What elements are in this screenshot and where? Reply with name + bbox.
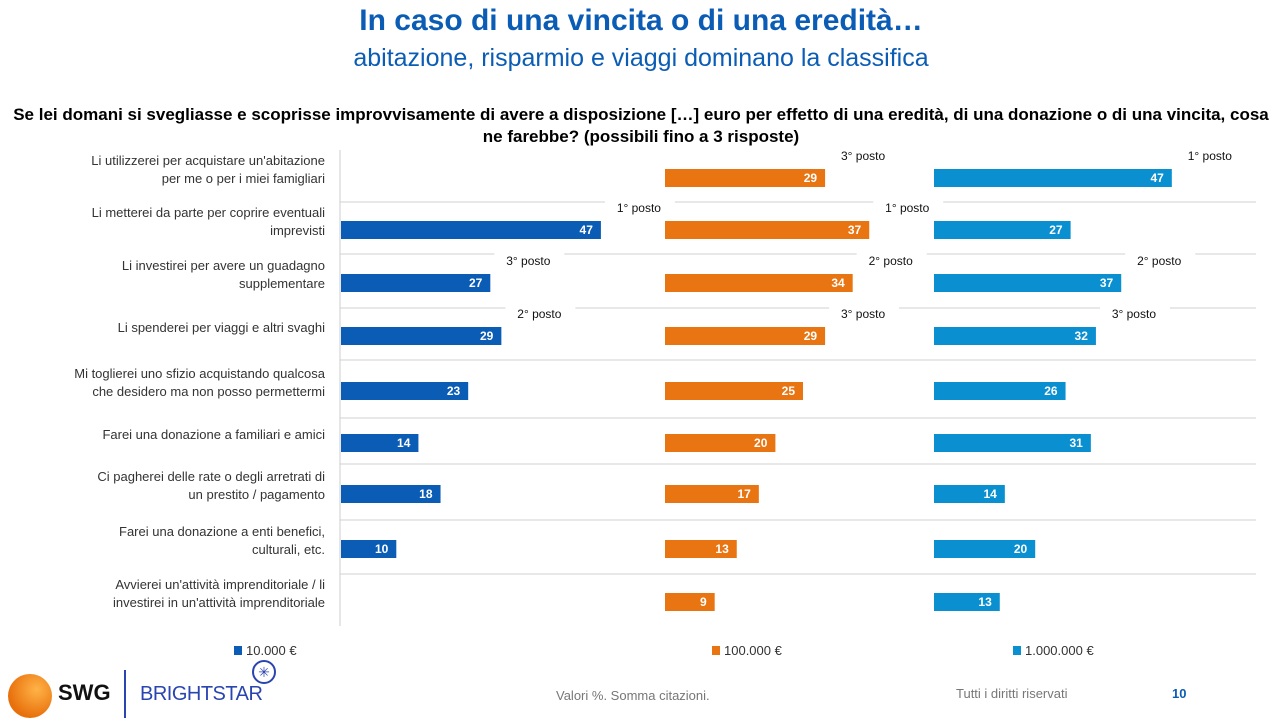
logo-divider xyxy=(124,670,126,718)
bar xyxy=(934,485,1005,503)
page-subtitle: abitazione, risparmio e viaggi dominano … xyxy=(353,44,929,72)
rank-label: 1° posto xyxy=(1188,149,1232,163)
bar-value-label: 27 xyxy=(469,276,483,290)
bar-value-label: 27 xyxy=(1049,223,1063,237)
rank-label: 2° posto xyxy=(517,307,561,321)
category-label: Farei una donazione a enti benefici, cult… xyxy=(119,524,325,557)
brightstar-logo-text: BRIGHTSTAR xyxy=(140,683,263,705)
question-text: Se lei domani si svegliasse e scoprisse … xyxy=(13,105,1269,146)
bar xyxy=(665,169,826,187)
page-number: 10 xyxy=(1172,686,1187,701)
bar xyxy=(341,221,601,239)
bar-value-label: 13 xyxy=(715,542,729,556)
rank-label-bg xyxy=(873,200,944,216)
bar-value-label: 17 xyxy=(737,487,751,501)
category-label: Farei una donazione a familiari e amici xyxy=(102,427,325,442)
rank-label-bg xyxy=(1125,253,1196,269)
bar-value-label: 37 xyxy=(1100,276,1114,290)
bar-value-label: 47 xyxy=(580,223,594,237)
bar xyxy=(341,327,502,345)
bar-value-label: 10 xyxy=(375,542,389,556)
rank-label: 1° posto xyxy=(617,201,661,215)
bar-value-label: 23 xyxy=(447,384,461,398)
footer-note: Valori %. Somma citazioni. xyxy=(556,688,710,703)
rank-label-bg xyxy=(604,200,675,216)
rank-label-bg xyxy=(494,253,565,269)
legend-swatch xyxy=(1013,646,1021,655)
bar xyxy=(934,382,1066,400)
legend-label: 1.000.000 € xyxy=(1025,643,1094,658)
bar xyxy=(934,593,1000,611)
bar-value-label: 18 xyxy=(419,487,433,501)
bar-value-label: 20 xyxy=(1014,542,1028,556)
category-label: Avvierei un'attività imprenditoriale / l… xyxy=(113,577,325,610)
swg-sphere-icon xyxy=(8,674,52,718)
legend-label: 10.000 € xyxy=(246,643,297,658)
bar xyxy=(341,434,419,452)
bar xyxy=(665,221,870,239)
rank-label-bg xyxy=(1175,148,1246,164)
rank-label: 2° posto xyxy=(1137,254,1181,268)
category-label: Li investirei per avere un guadagno suppl… xyxy=(122,258,325,291)
rank-label: 3° posto xyxy=(841,307,885,321)
bar xyxy=(665,485,759,503)
bar-value-label: 31 xyxy=(1070,436,1084,450)
rank-label: 3° posto xyxy=(506,254,550,268)
category-label: Ci pagherei delle rate o degli arretrati… xyxy=(97,469,325,502)
bar xyxy=(665,382,803,400)
bar-value-label: 37 xyxy=(848,223,862,237)
legend-label: 100.000 € xyxy=(724,643,783,658)
bar xyxy=(934,274,1122,292)
bar-value-label: 29 xyxy=(804,329,818,343)
rank-label-bg xyxy=(1099,306,1170,322)
bar xyxy=(934,434,1091,452)
bar xyxy=(934,221,1071,239)
rank-label-bg xyxy=(505,306,576,322)
legend-swatch xyxy=(234,646,242,655)
footer-rights: Tutti i diritti riservati xyxy=(956,686,1068,701)
rank-label: 3° posto xyxy=(1112,307,1156,321)
rank-label: 2° posto xyxy=(869,254,913,268)
bar-value-label: 32 xyxy=(1075,329,1089,343)
bar-value-label: 9 xyxy=(700,595,707,609)
bar-value-label: 13 xyxy=(978,595,992,609)
rank-label-bg xyxy=(829,148,900,164)
swg-logo-text: SWG xyxy=(58,680,111,705)
bar-value-label: 14 xyxy=(397,436,411,450)
category-label: Li utilizzerei per acquistare un'abitazi… xyxy=(91,153,325,186)
bar-value-label: 20 xyxy=(754,436,768,450)
bar-value-label: 14 xyxy=(983,487,997,501)
bar xyxy=(934,540,1036,558)
bar xyxy=(934,169,1172,187)
rank-label-bg xyxy=(829,306,900,322)
rank-label: 3° posto xyxy=(841,149,885,163)
bar-value-label: 29 xyxy=(480,329,494,343)
bar xyxy=(665,593,715,611)
bar xyxy=(341,485,441,503)
rank-label: 1° posto xyxy=(885,201,929,215)
bar xyxy=(665,327,826,345)
rank-label-bg xyxy=(856,253,927,269)
star-icon: ✳ xyxy=(252,660,276,684)
bar-value-label: 34 xyxy=(831,276,845,290)
bar-value-label: 26 xyxy=(1044,384,1058,398)
bar xyxy=(665,540,737,558)
bar-value-label: 47 xyxy=(1150,171,1164,185)
page-title: In caso di una vincita o di una eredità… xyxy=(359,4,923,37)
bar xyxy=(665,274,853,292)
bar-value-label: 25 xyxy=(782,384,796,398)
bar-value-label: 29 xyxy=(804,171,818,185)
bar xyxy=(341,382,469,400)
category-label: Li spenderei per viaggi e altri svaghi xyxy=(118,320,326,335)
bar xyxy=(341,274,491,292)
bar xyxy=(665,434,776,452)
legend-swatch xyxy=(712,646,720,655)
category-label: Mi toglierei uno sfizio acquistando qual… xyxy=(74,366,326,399)
category-label: Li metterei da parte per coprire eventua… xyxy=(92,205,326,238)
bar xyxy=(341,540,397,558)
bar xyxy=(934,327,1096,345)
